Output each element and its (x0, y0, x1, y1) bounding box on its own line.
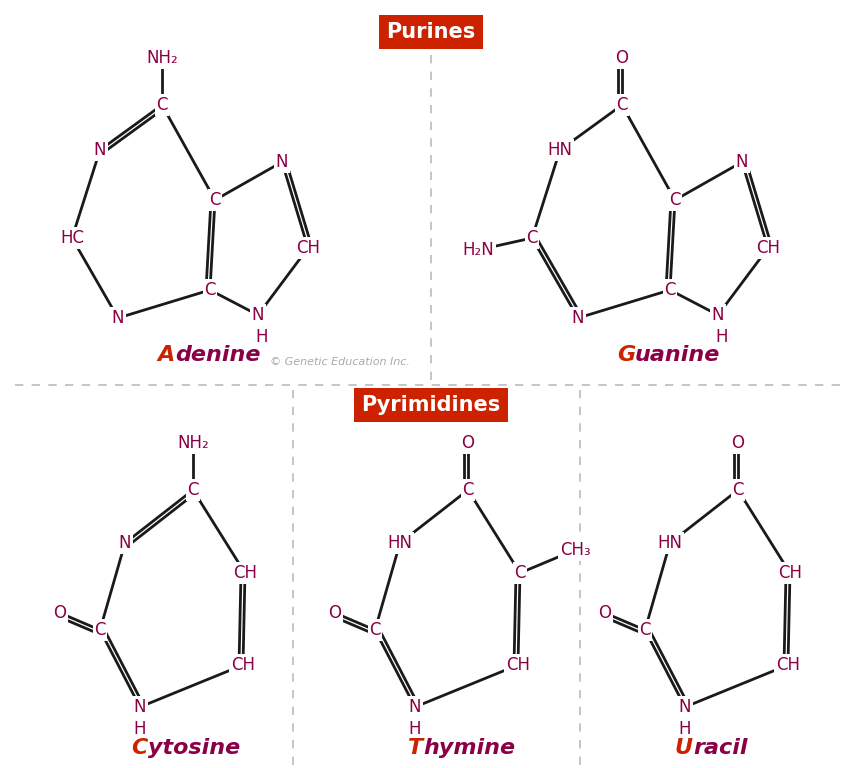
Text: CH: CH (755, 239, 779, 257)
Text: H₂N: H₂N (461, 241, 493, 259)
Text: CH: CH (505, 656, 530, 674)
Text: N: N (408, 698, 421, 716)
Text: ytosine: ytosine (148, 738, 240, 758)
Text: A: A (158, 345, 175, 365)
Text: CH: CH (777, 564, 801, 582)
Text: CH: CH (295, 239, 319, 257)
Text: G: G (616, 345, 635, 365)
Text: O: O (53, 604, 66, 622)
Text: N: N (678, 698, 691, 716)
Text: C: C (461, 481, 474, 499)
Text: HN: HN (387, 534, 412, 552)
Text: N: N (133, 698, 146, 716)
Text: CH₃: CH₃ (559, 541, 590, 559)
Text: C: C (132, 738, 148, 758)
Text: O: O (598, 604, 610, 622)
Text: N: N (571, 309, 584, 327)
Text: H: H (408, 720, 421, 738)
Text: Purines: Purines (386, 22, 475, 42)
Text: HC: HC (60, 229, 84, 247)
Text: O: O (615, 49, 628, 67)
Text: denine: denine (175, 345, 260, 365)
Text: HN: HN (547, 141, 572, 159)
Text: O: O (461, 434, 474, 452)
Text: C: C (616, 96, 627, 114)
Text: CH: CH (232, 564, 257, 582)
Text: C: C (204, 281, 215, 299)
Text: C: C (156, 96, 168, 114)
Text: N: N (94, 141, 106, 159)
Text: uanine: uanine (635, 345, 720, 365)
Text: C: C (639, 621, 650, 639)
Text: NH₂: NH₂ (146, 49, 177, 67)
Text: C: C (731, 481, 743, 499)
Text: N: N (711, 306, 723, 324)
Text: C: C (664, 281, 675, 299)
Text: U: U (674, 738, 692, 758)
Text: C: C (525, 229, 537, 247)
Text: CH: CH (231, 656, 255, 674)
Text: CH: CH (775, 656, 799, 674)
Text: C: C (514, 564, 525, 582)
Text: N: N (276, 153, 288, 171)
Text: N: N (251, 306, 264, 324)
Text: O: O (731, 434, 744, 452)
Text: N: N (735, 153, 747, 171)
Text: T: T (407, 738, 423, 758)
Text: N: N (112, 309, 124, 327)
Text: HN: HN (657, 534, 682, 552)
Text: C: C (369, 621, 381, 639)
Text: NH₂: NH₂ (177, 434, 208, 452)
Text: O: O (328, 604, 341, 622)
Text: H: H (715, 328, 728, 346)
Text: racil: racil (692, 738, 746, 758)
Text: C: C (187, 481, 199, 499)
Text: H: H (256, 328, 268, 346)
Text: Pyrimidines: Pyrimidines (361, 395, 500, 415)
Text: C: C (668, 191, 680, 209)
Text: N: N (119, 534, 131, 552)
Text: © Genetic Education Inc.: © Genetic Education Inc. (269, 357, 410, 367)
Text: H: H (678, 720, 691, 738)
Text: hymine: hymine (423, 738, 515, 758)
Text: C: C (94, 621, 106, 639)
Text: C: C (209, 191, 220, 209)
Text: H: H (133, 720, 146, 738)
